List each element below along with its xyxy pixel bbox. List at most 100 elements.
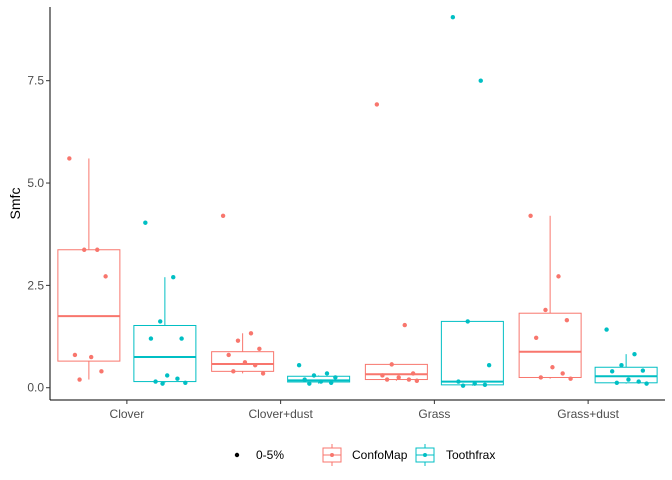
data-point	[450, 15, 456, 20]
legend-key-toothfrax	[415, 444, 435, 466]
data-point	[472, 381, 477, 386]
data-point	[318, 379, 324, 384]
y-tick-label: 0.0	[27, 381, 44, 395]
data-point	[550, 365, 555, 370]
box-iqr	[211, 351, 275, 372]
box-iqr	[440, 320, 504, 386]
data-point	[465, 319, 470, 324]
box-toothfrax-grass	[440, 320, 504, 386]
data-point	[604, 327, 609, 332]
data-point	[644, 381, 649, 386]
box-confomap-grass	[364, 363, 428, 381]
data-point	[153, 379, 158, 384]
data-point	[528, 213, 533, 218]
data-point	[609, 369, 615, 374]
data-point	[543, 307, 548, 313]
legend: 0-5% ConfoMap Toothfrax	[234, 444, 495, 466]
box-confomap-clover	[57, 158, 121, 380]
data-point	[296, 363, 302, 368]
data-point	[564, 317, 570, 323]
data-point	[456, 379, 461, 384]
data-point	[260, 371, 266, 376]
data-point	[324, 371, 330, 376]
y-axis-title: Smfc	[7, 188, 23, 220]
legend-size-label: 0-5%	[256, 448, 284, 462]
data-point	[380, 373, 385, 378]
data-point	[560, 371, 565, 376]
data-point	[328, 380, 334, 386]
data-point	[406, 377, 412, 382]
data-point	[231, 369, 236, 374]
data-point	[307, 381, 312, 386]
data-point	[333, 375, 338, 380]
data-point	[99, 369, 104, 374]
legend-label-toothfrax: Toothfrax	[446, 448, 495, 462]
x-tick-label: Clover	[110, 407, 145, 421]
data-point	[257, 346, 262, 352]
data-point	[414, 378, 420, 383]
legend-key-point	[423, 453, 427, 457]
box-iqr	[133, 324, 197, 383]
data-point	[556, 274, 561, 279]
legend-label-confomap: ConfoMap	[352, 448, 408, 462]
data-point	[103, 274, 108, 279]
box-toothfrax-clover	[133, 277, 197, 383]
data-point	[242, 360, 248, 365]
x-tick-label: Grass	[418, 407, 450, 421]
data-point	[183, 380, 188, 386]
x-tick-label: Clover+dust	[248, 407, 313, 421]
data-point	[640, 368, 646, 373]
data-point	[77, 377, 82, 382]
data-point	[389, 362, 394, 367]
box-confomap-clover-dust	[211, 333, 275, 374]
data-point	[179, 336, 184, 341]
data-point	[538, 375, 544, 380]
data-point	[171, 274, 176, 280]
data-point	[626, 377, 631, 382]
data-point	[67, 156, 72, 161]
box-confomap-grass-dust	[518, 215, 582, 379]
data-point	[410, 371, 416, 376]
data-point	[482, 382, 488, 388]
legend-key-confomap	[322, 444, 342, 466]
data-point	[143, 220, 148, 225]
data-point	[619, 363, 624, 368]
box-iqr	[518, 312, 582, 378]
box-iqr	[594, 366, 658, 384]
box-iqr	[287, 375, 351, 383]
box-iqr	[57, 249, 121, 362]
data-point	[89, 354, 94, 360]
data-point	[311, 373, 317, 378]
data-point	[160, 381, 165, 386]
data-point	[82, 247, 87, 252]
data-point	[384, 377, 390, 382]
legend-key-point	[330, 453, 334, 457]
data-point	[175, 376, 180, 381]
points	[67, 15, 649, 388]
data-point	[302, 377, 307, 382]
data-point	[95, 247, 100, 252]
data-point	[226, 352, 231, 358]
y-tick-label: 7.5	[27, 74, 44, 88]
x-tick-label: Grass+dust	[557, 407, 619, 421]
box-toothfrax-grass-dust	[594, 354, 658, 384]
data-point	[632, 351, 637, 357]
data-point	[568, 376, 573, 381]
data-point	[248, 331, 254, 336]
box-toothfrax-clover-dust	[287, 375, 351, 384]
data-point	[220, 213, 226, 218]
axes: 0.0 2.5 5.0 7.5 Clover Clover+dust Grass Grass+…	[27, 7, 665, 421]
data-point	[165, 373, 170, 378]
data-point	[235, 338, 241, 343]
data-point	[460, 383, 466, 388]
box-iqr	[364, 363, 428, 381]
data-point	[402, 322, 407, 328]
data-point	[396, 375, 401, 380]
data-point	[252, 363, 258, 368]
y-tick-label: 2.5	[27, 278, 44, 292]
boxes	[57, 158, 658, 386]
y-tick-label: 5.0	[27, 176, 44, 190]
data-point	[374, 102, 380, 107]
data-point	[636, 379, 641, 384]
